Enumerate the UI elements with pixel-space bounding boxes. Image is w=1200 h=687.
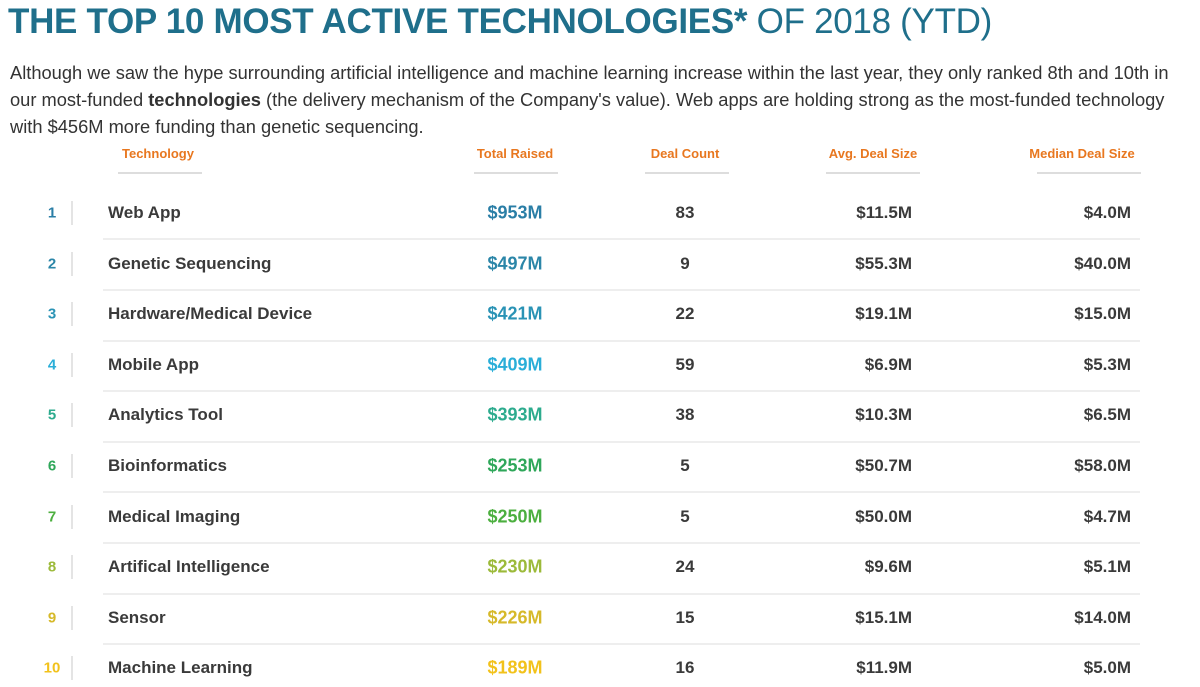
rank-divider: [71, 504, 73, 529]
technology: Mobile App: [108, 354, 199, 374]
deal-count: 24: [675, 557, 695, 577]
total-raised: $226M: [487, 607, 543, 628]
header: Median Deal Size: [1029, 146, 1135, 161]
total-raised: $253M: [487, 455, 543, 476]
avg-deal-size: $55.3M: [855, 253, 912, 273]
avg-deal-size: $50.0M: [855, 506, 912, 526]
header-underline: [118, 172, 202, 174]
technology: Artifical Intelligence: [108, 557, 270, 577]
total-raised: $421M: [487, 303, 543, 324]
technology: Bioinformatics: [108, 456, 228, 475]
technology: Medical Imaging: [108, 506, 241, 526]
row-separator: [103, 390, 1140, 393]
header-underline: [474, 172, 558, 174]
technology: Web App: [108, 203, 181, 222]
technology: Machine Learning: [108, 658, 253, 678]
avg-deal-size: $11.5M: [856, 203, 912, 222]
rank: 1: [47, 204, 57, 222]
median-deal-size: $5.1M: [1083, 557, 1131, 577]
deal-count: 15: [675, 607, 695, 627]
avg-deal-size: $19.1M: [855, 304, 912, 324]
rank: 8: [47, 558, 57, 576]
deal-count: 5: [680, 456, 690, 475]
deal-count: 38: [675, 405, 695, 425]
technology: Sensor: [108, 607, 166, 627]
title: THE TOP 10 MOST ACTIVE TECHNOLOGIES* OF …: [8, 2, 1200, 42]
rank-divider: [71, 201, 73, 225]
header-underline: [645, 172, 729, 174]
header: Technology: [122, 146, 194, 161]
median-deal-size: $5.0M: [1083, 658, 1131, 678]
technology: Hardware/Medical Device: [108, 304, 313, 324]
rank-divider: [71, 352, 73, 377]
median-deal-size: $4.0M: [1083, 203, 1131, 222]
avg-deal-size: $9.6M: [864, 557, 912, 577]
technology: Analytics Tool: [108, 405, 223, 425]
total-raised: $393M: [487, 404, 543, 425]
rank-divider: [71, 555, 73, 580]
intro-text: Although we saw the hype surrounding art…: [10, 62, 1169, 110]
row-separator: [103, 339, 1140, 342]
deal-count: 9: [680, 253, 690, 273]
avg-deal-size: $50.7M: [855, 456, 912, 475]
header: Avg. Deal Size: [828, 146, 918, 161]
rank: 5: [47, 406, 57, 424]
total-raised: $497M: [487, 253, 543, 274]
rank: 3: [47, 305, 57, 323]
total-raised: $409M: [487, 354, 543, 375]
total-raised: $230M: [487, 556, 543, 577]
rank: 7: [47, 508, 57, 526]
deal-count: 83: [675, 203, 695, 222]
rank: 10: [43, 659, 61, 677]
median-deal-size: $4.7M: [1083, 506, 1131, 526]
header-underline: [1037, 172, 1141, 174]
title-bold: THE TOP 10 MOST ACTIVE TECHNOLOGIES*: [8, 2, 748, 41]
median-deal-size: $58.0M: [1074, 456, 1131, 475]
rank-divider: [71, 403, 73, 428]
avg-deal-size: $11.9M: [856, 658, 912, 678]
rank: 9: [47, 609, 57, 627]
deal-count: 16: [675, 658, 695, 678]
total-raised: $189M: [487, 657, 543, 678]
deal-count: 59: [675, 354, 695, 374]
rank: 6: [47, 457, 57, 475]
median-deal-size: $40.0M: [1074, 253, 1131, 273]
row-separator: [103, 491, 1140, 494]
technology: Genetic Sequencing: [108, 253, 272, 273]
avg-deal-size: $15.1M: [855, 607, 912, 627]
median-deal-size: $5.3M: [1083, 354, 1131, 374]
title-light: OF 2018 (YTD): [747, 2, 993, 41]
rank-divider: [71, 605, 73, 630]
median-deal-size: $15.0M: [1074, 304, 1131, 324]
avg-deal-size: $10.3M: [855, 405, 912, 425]
median-deal-size: $14.0M: [1074, 607, 1131, 627]
total-raised: $953M: [487, 202, 543, 223]
header: Total Raised: [476, 146, 554, 161]
rank-divider: [71, 302, 73, 327]
total-raised: $250M: [487, 506, 543, 527]
header-underline: [826, 172, 920, 174]
row-separator: [103, 238, 1140, 241]
rank-divider: [71, 251, 73, 276]
intro-text: (the delivery mechanism of the Company's…: [10, 89, 1165, 137]
row-separator: [103, 643, 1140, 646]
intro-bold: technologies: [148, 89, 261, 110]
rank: 2: [47, 255, 57, 273]
avg-deal-size: $6.9M: [864, 354, 912, 374]
row-separator: [103, 541, 1140, 544]
deal-count: 5: [680, 506, 690, 526]
median-deal-size: $6.5M: [1083, 405, 1131, 425]
intro: Although we saw the hype surrounding art…: [10, 59, 1190, 140]
deal-count: 22: [675, 304, 695, 324]
row-separator: [103, 288, 1140, 291]
row-separator: [103, 440, 1140, 443]
rank: 4: [47, 356, 57, 374]
rank-divider: [71, 656, 73, 681]
rank-divider: [71, 454, 73, 478]
header: Deal Count: [650, 146, 720, 161]
row-separator: [103, 592, 1140, 595]
